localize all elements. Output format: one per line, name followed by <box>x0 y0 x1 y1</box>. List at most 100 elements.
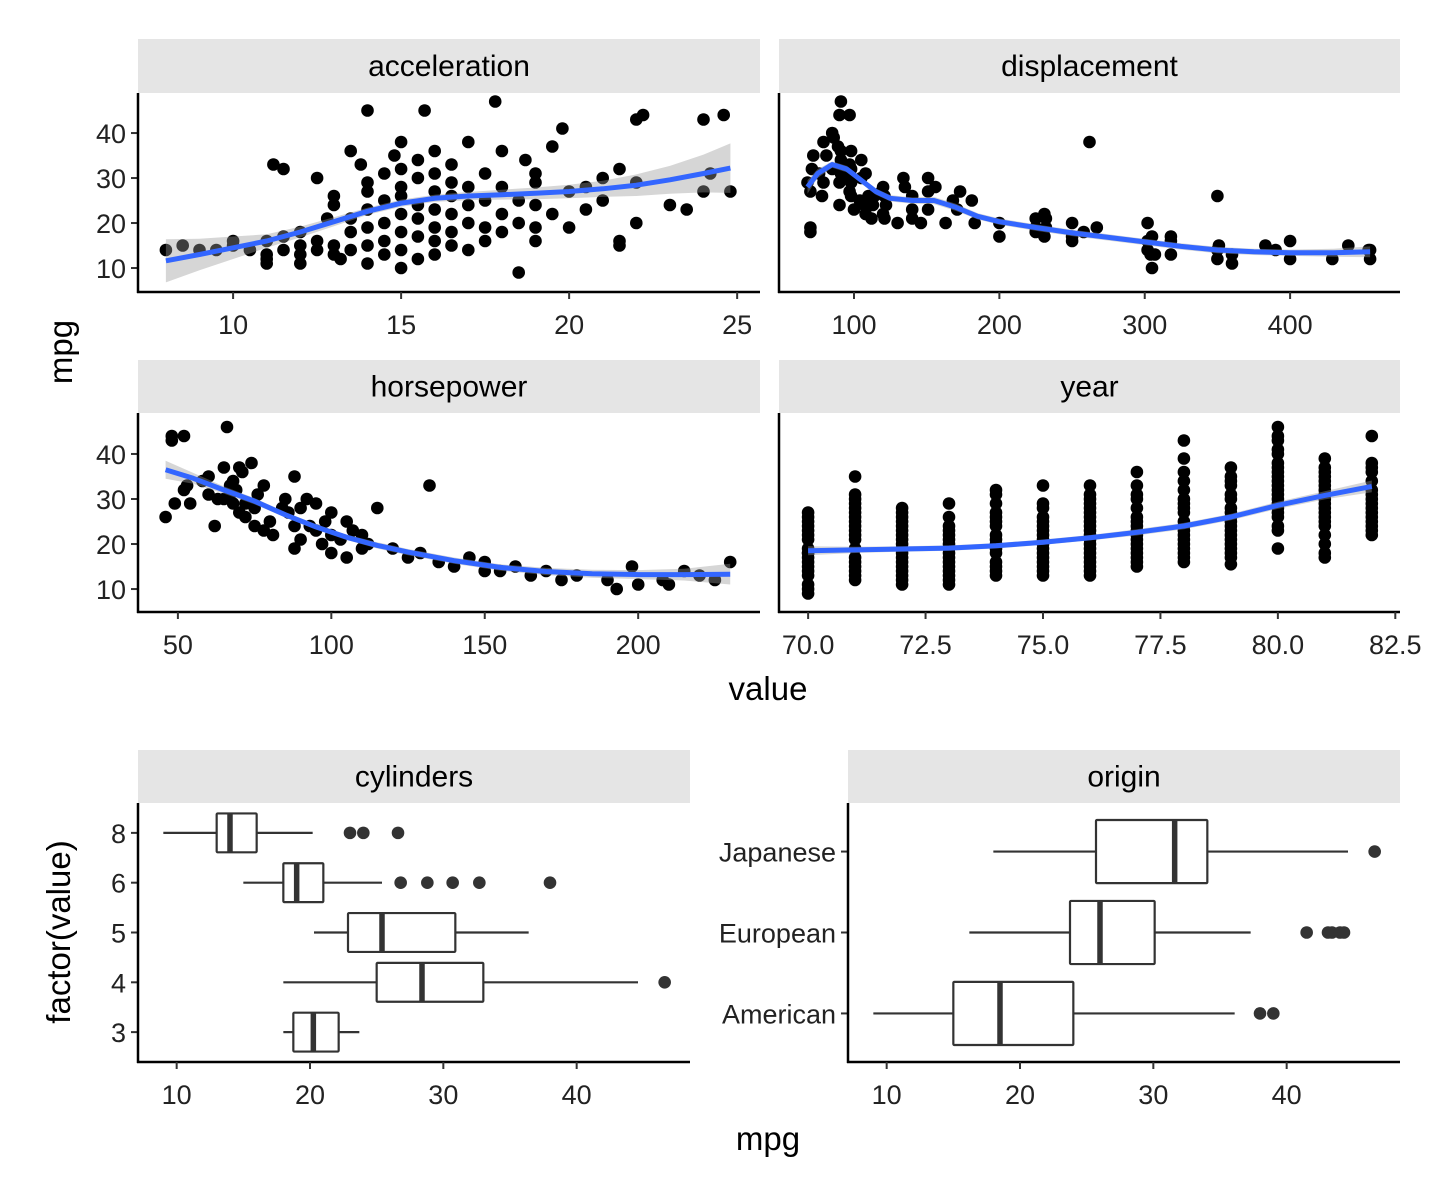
data-point <box>176 239 189 252</box>
facet-strip <box>848 750 1400 803</box>
x-tick-label: 77.5 <box>1134 630 1187 660</box>
data-point <box>1224 488 1238 501</box>
data-point <box>294 239 307 252</box>
outlier-point <box>658 976 671 989</box>
data-point <box>512 194 525 207</box>
data-point <box>165 434 179 447</box>
data-point <box>989 506 1003 519</box>
data-point <box>579 203 593 216</box>
data-point <box>817 135 830 149</box>
data-point <box>1130 488 1144 501</box>
data-point <box>495 225 509 239</box>
x-tick-label: 150 <box>462 630 507 660</box>
data-point <box>1211 189 1224 203</box>
data-point <box>804 221 817 234</box>
y-tick-label: 20 <box>96 209 126 239</box>
data-point <box>844 144 858 158</box>
data-point <box>833 108 846 122</box>
data-point <box>327 239 341 252</box>
data-point <box>1224 461 1238 474</box>
data-point <box>220 420 234 434</box>
data-point <box>180 479 194 492</box>
data-point <box>478 221 492 234</box>
data-point <box>159 243 173 257</box>
data-point <box>625 560 639 573</box>
data-point <box>327 189 341 203</box>
facet-panel-acceleration: acceleration 10 20 30 40 10 15 20 25 <box>96 39 760 340</box>
data-point <box>1271 443 1285 456</box>
data-point <box>989 497 1003 510</box>
data-point <box>428 185 442 198</box>
data-point <box>529 167 542 180</box>
data-point <box>1318 546 1332 560</box>
y-tick-label: 40 <box>96 119 126 149</box>
y-tick-label: 30 <box>96 485 126 515</box>
x-tick-label: 10 <box>872 1080 902 1110</box>
smooth-line <box>164 467 731 578</box>
data-point <box>1318 452 1332 465</box>
iqr-box <box>375 961 485 1003</box>
x-tick-label: 20 <box>295 1080 325 1110</box>
data-point <box>848 488 862 501</box>
data-point <box>310 243 324 257</box>
data-point <box>288 542 301 555</box>
data-point <box>1259 239 1272 252</box>
data-point <box>1283 252 1297 266</box>
data-point <box>1224 470 1238 483</box>
data-point <box>378 194 391 207</box>
data-point <box>1271 542 1285 555</box>
data-point <box>1211 252 1224 266</box>
data-point <box>1177 465 1191 479</box>
data-point <box>1271 519 1285 533</box>
bottom-y-axis-title: factor(value) <box>40 840 77 1023</box>
data-point <box>266 528 280 542</box>
data-point <box>288 470 301 483</box>
data-point <box>878 212 891 225</box>
outlier-point <box>543 876 557 889</box>
data-point <box>394 225 408 239</box>
data-point <box>361 104 374 117</box>
data-point <box>245 456 258 470</box>
data-point <box>445 239 458 252</box>
x-tick-label: 200 <box>977 310 1022 340</box>
smooth-line <box>805 162 1371 256</box>
x-tick-label: 70.0 <box>782 630 835 660</box>
data-point <box>263 515 277 528</box>
points <box>801 420 1379 600</box>
data-point <box>462 180 475 194</box>
data-point <box>1177 434 1191 447</box>
data-point <box>279 492 292 506</box>
data-point <box>1177 483 1191 497</box>
data-point <box>495 144 509 158</box>
data-point <box>294 248 307 261</box>
data-point <box>344 243 358 257</box>
data-point <box>159 510 172 524</box>
data-point <box>428 234 442 248</box>
data-point <box>315 537 329 551</box>
x-tick-label: 15 <box>386 310 416 340</box>
data-point <box>529 198 542 212</box>
iqr-box <box>952 980 1075 1047</box>
data-point <box>294 533 307 546</box>
data-point <box>340 551 354 564</box>
data-point <box>512 266 525 279</box>
data-point <box>968 216 981 230</box>
data-point <box>361 239 374 252</box>
boxplot-European <box>969 899 1351 966</box>
data-point <box>288 519 301 533</box>
data-point <box>1036 479 1050 492</box>
x-tick-label: 300 <box>1122 310 1167 340</box>
data-point <box>989 528 1003 542</box>
data-point <box>833 198 846 212</box>
facet-panel-origin: origin Japanese European American 10 20 30 40 <box>719 750 1400 1110</box>
data-point <box>848 551 862 564</box>
outlier-point <box>421 876 434 889</box>
data-point <box>428 167 442 180</box>
facet-panel-year: year 70.0 72.5 75.0 77.5 80.0 82.5 <box>777 360 1422 660</box>
data-point <box>663 198 677 212</box>
boxplot-Japanese <box>993 818 1381 885</box>
boxplot-5 <box>314 911 529 954</box>
data-point <box>378 248 391 261</box>
data-point <box>820 149 833 162</box>
facet-strip-label: displacement <box>1001 50 1178 83</box>
